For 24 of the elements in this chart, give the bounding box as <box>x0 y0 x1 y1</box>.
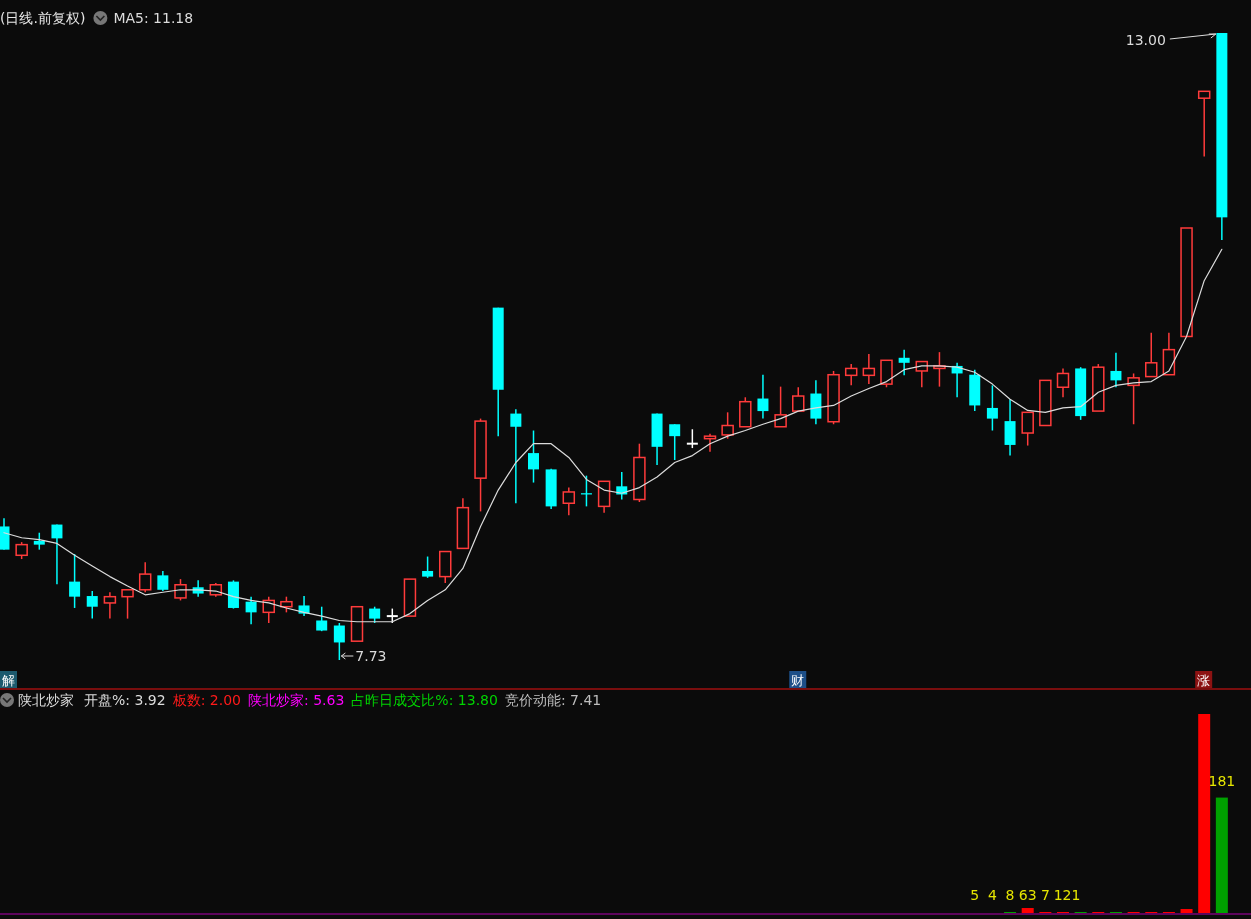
annotation: 181 <box>1208 772 1236 789</box>
text: 板数: 2.00 <box>171 692 241 708</box>
bar <box>1215 797 1228 913</box>
text: 陕北炒家: 5.63 <box>248 692 345 708</box>
annotation: 121 <box>1053 887 1081 903</box>
text: 占昨日成交比%: 13.80 <box>351 692 498 708</box>
bar <box>1180 909 1193 913</box>
annotation: 7 <box>1040 887 1050 903</box>
annotation: 5 <box>970 887 980 903</box>
bar <box>1198 714 1211 913</box>
text: MA5: 11.18 <box>113 10 194 26</box>
chart-title: (日线.前复权) <box>0 10 86 26</box>
annotation: 7.73 <box>355 648 387 664</box>
chart-title: 陕北炒家 <box>18 692 74 708</box>
annotation: 13.00 <box>1125 32 1166 48</box>
bar <box>1021 908 1034 913</box>
text: 竞价动能: 7.41 <box>504 692 602 708</box>
annotation: 8 <box>1005 887 1015 903</box>
text: 开盘%: 3.92 <box>84 692 166 708</box>
text: 解 <box>2 673 15 688</box>
text: 财 <box>791 673 805 688</box>
text: 涨 <box>1197 673 1211 688</box>
annotation: 63 <box>1018 887 1037 903</box>
annotation: 4 <box>987 887 997 903</box>
